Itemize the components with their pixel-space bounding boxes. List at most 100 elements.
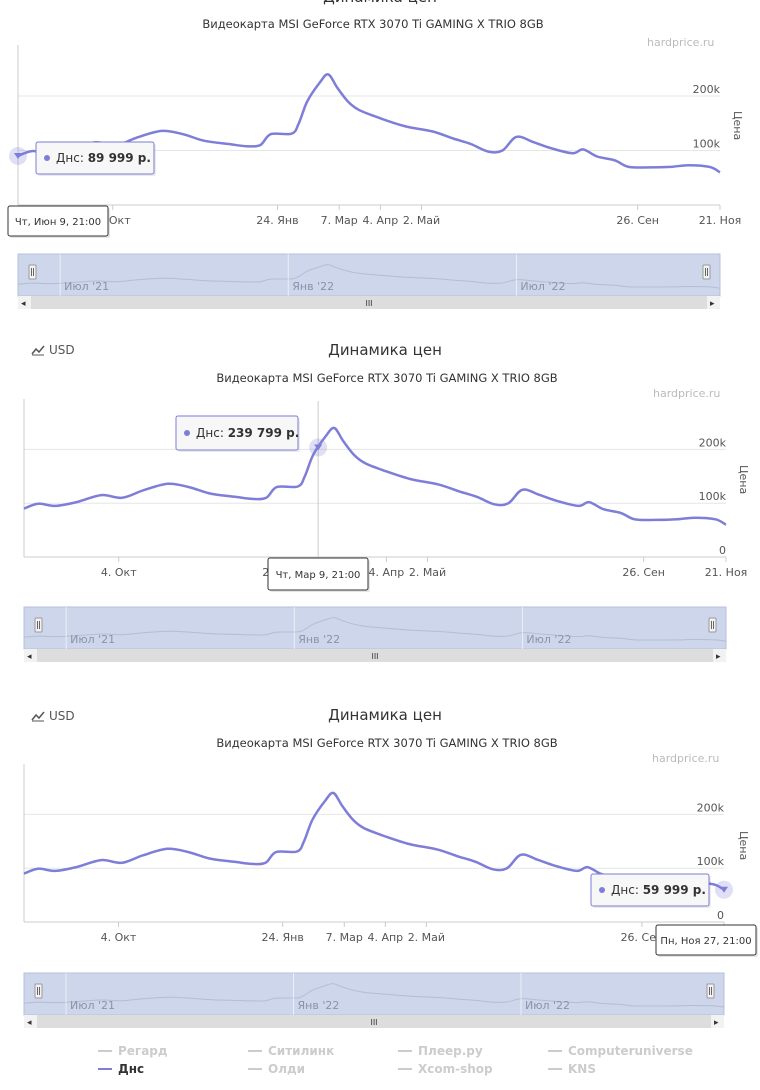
navigator-handle[interactable] — [708, 617, 717, 633]
hover-marker — [14, 152, 22, 159]
navigator-label: Июл '21 — [70, 999, 115, 1012]
legend-label: Плеер.ру — [418, 1044, 483, 1058]
legend-swatch — [98, 1068, 112, 1070]
credits-link[interactable]: hardprice.ru — [647, 36, 715, 49]
navigator-handle[interactable] — [702, 264, 711, 280]
tooltip-text: Днс: 239 799 р. — [196, 426, 299, 440]
x-tick-label: 26. Сен — [622, 566, 665, 579]
y-tick-label: 0 — [719, 544, 726, 557]
tooltip-value: 89 999 р. — [88, 151, 151, 165]
scroll-right-arrow[interactable]: ▸ — [710, 299, 715, 309]
legend-item[interactable]: KNS — [548, 1062, 596, 1076]
tooltip-series-dot — [184, 430, 190, 436]
navigator-range[interactable] — [23, 606, 727, 650]
legend-item[interactable]: Днс — [98, 1062, 144, 1076]
series-line-dns[interactable] — [17, 73, 721, 174]
legend-item[interactable]: Плеер.ру — [398, 1044, 483, 1058]
tooltip-box — [175, 415, 299, 451]
chart-panel-3: USD Динамика цен Видеокарта MSI GeForce … — [0, 700, 760, 1040]
tooltip-series-name: Днс: — [611, 883, 643, 897]
chart-panel-1: Динамика цен Видеокарта MSI GeForce RTX … — [0, 0, 760, 315]
x-tick-label: 2. Май — [408, 931, 445, 944]
date-tooltip-text: Чт, Мар 9, 21:00 — [276, 570, 361, 581]
tooltip-value: 59 999 р. — [643, 883, 706, 897]
chart-title: Динамика цен — [328, 341, 442, 359]
usd-label: USD — [49, 343, 75, 357]
x-tick-label: 21. Ноя — [705, 566, 748, 579]
scroll-left-arrow[interactable]: ◂ — [21, 299, 26, 309]
navigator-label: Июл '21 — [70, 633, 115, 646]
tooltip-value: 239 799 р. — [228, 426, 300, 440]
hover-marker — [720, 886, 728, 893]
scrollbar-grip: III — [365, 299, 372, 308]
legend-label: Computeruniverse — [568, 1044, 693, 1058]
legend-swatch — [548, 1050, 562, 1052]
navigator-handle[interactable] — [34, 617, 43, 633]
scroll-right-arrow[interactable]: ▸ — [714, 1018, 719, 1028]
scrollbar-thumb[interactable] — [37, 649, 713, 662]
legend-swatch — [398, 1050, 412, 1052]
chart-title: Динамика цен — [328, 706, 442, 724]
legend-item[interactable]: Олди — [248, 1062, 305, 1076]
usd-label: USD — [49, 709, 75, 723]
scroll-right-arrow[interactable]: ▸ — [716, 652, 721, 662]
y-tick-label: 200k — [699, 436, 727, 449]
tooltip-text: Днс: 59 999 р. — [611, 883, 706, 897]
scrollbar-thumb[interactable] — [31, 296, 707, 309]
hover-marker — [314, 444, 323, 451]
x-tick-label: 26. Сен — [621, 931, 664, 944]
x-tick-label: 2. Май — [409, 566, 446, 579]
x-tick-label: 26. Сен — [616, 214, 659, 227]
navigator-handle[interactable] — [34, 983, 43, 999]
navigator-handle[interactable] — [706, 983, 715, 999]
x-tick-label: 4. Окт — [101, 566, 137, 579]
navigator-handle[interactable] — [28, 264, 37, 280]
chart-title: Динамика цен — [0, 0, 760, 6]
usd-toggle[interactable]: USD — [31, 709, 75, 723]
usd-toggle[interactable]: USD — [31, 343, 75, 357]
scrollbar-thumb[interactable] — [37, 1015, 711, 1028]
tooltip-series-name: Днс: — [196, 426, 228, 440]
legend-swatch — [248, 1068, 262, 1070]
line-chart-icon — [31, 345, 45, 356]
y-tick-label: 100k — [699, 490, 727, 503]
credits-link[interactable]: hardprice.ru — [653, 387, 721, 400]
legend-item[interactable]: Computeruniverse — [548, 1044, 693, 1058]
x-tick-label: 2. Май — [403, 214, 440, 227]
x-tick-label: 4. Апр — [367, 931, 403, 944]
x-tick-label: 4. Апр — [369, 566, 405, 579]
credits-link[interactable]: hardprice.ru — [652, 752, 720, 765]
navigator-label: Янв '22 — [298, 633, 340, 646]
scrollbar-grip: III — [371, 652, 378, 661]
date-tooltip-box — [267, 557, 369, 591]
x-tick-label: 21. Ноя — [699, 214, 742, 227]
scroll-left-arrow[interactable]: ◂ — [27, 1018, 32, 1028]
date-tooltip-box — [655, 924, 757, 956]
legend-label: Днс — [118, 1062, 145, 1076]
legend-swatch — [248, 1050, 262, 1052]
navigator-series — [23, 617, 727, 642]
tooltip-series-dot — [599, 887, 605, 893]
date-tooltip-text: Чт, Июн 9, 21:00 — [15, 217, 101, 228]
navigator-range[interactable] — [23, 972, 725, 1016]
legend-label: Олди — [268, 1062, 306, 1076]
legend-item[interactable]: Ситилинк — [248, 1044, 334, 1058]
x-tick-label: 4. Окт — [101, 931, 137, 944]
navigator-label: Июл '22 — [525, 999, 570, 1012]
legend-item[interactable]: Xcom-shop — [398, 1062, 493, 1076]
legend-label: KNS — [568, 1062, 596, 1076]
legend-item[interactable]: Регард — [98, 1044, 168, 1058]
series-line-dns[interactable] — [23, 426, 727, 526]
navigator-label: Июл '21 — [64, 280, 109, 293]
navigator-label: Янв '22 — [298, 999, 340, 1012]
navigator-label: Июл '22 — [526, 633, 571, 646]
navigator-range[interactable] — [17, 253, 721, 297]
scroll-left-arrow[interactable]: ◂ — [27, 652, 32, 662]
y-tick-label: 100k — [693, 138, 721, 151]
y-tick-label: 0 — [717, 909, 724, 922]
y-tick-label: 200k — [697, 801, 725, 814]
chart-subtitle: Видеокарта MSI GeForce RTX 3070 Ti GAMIN… — [216, 736, 558, 750]
